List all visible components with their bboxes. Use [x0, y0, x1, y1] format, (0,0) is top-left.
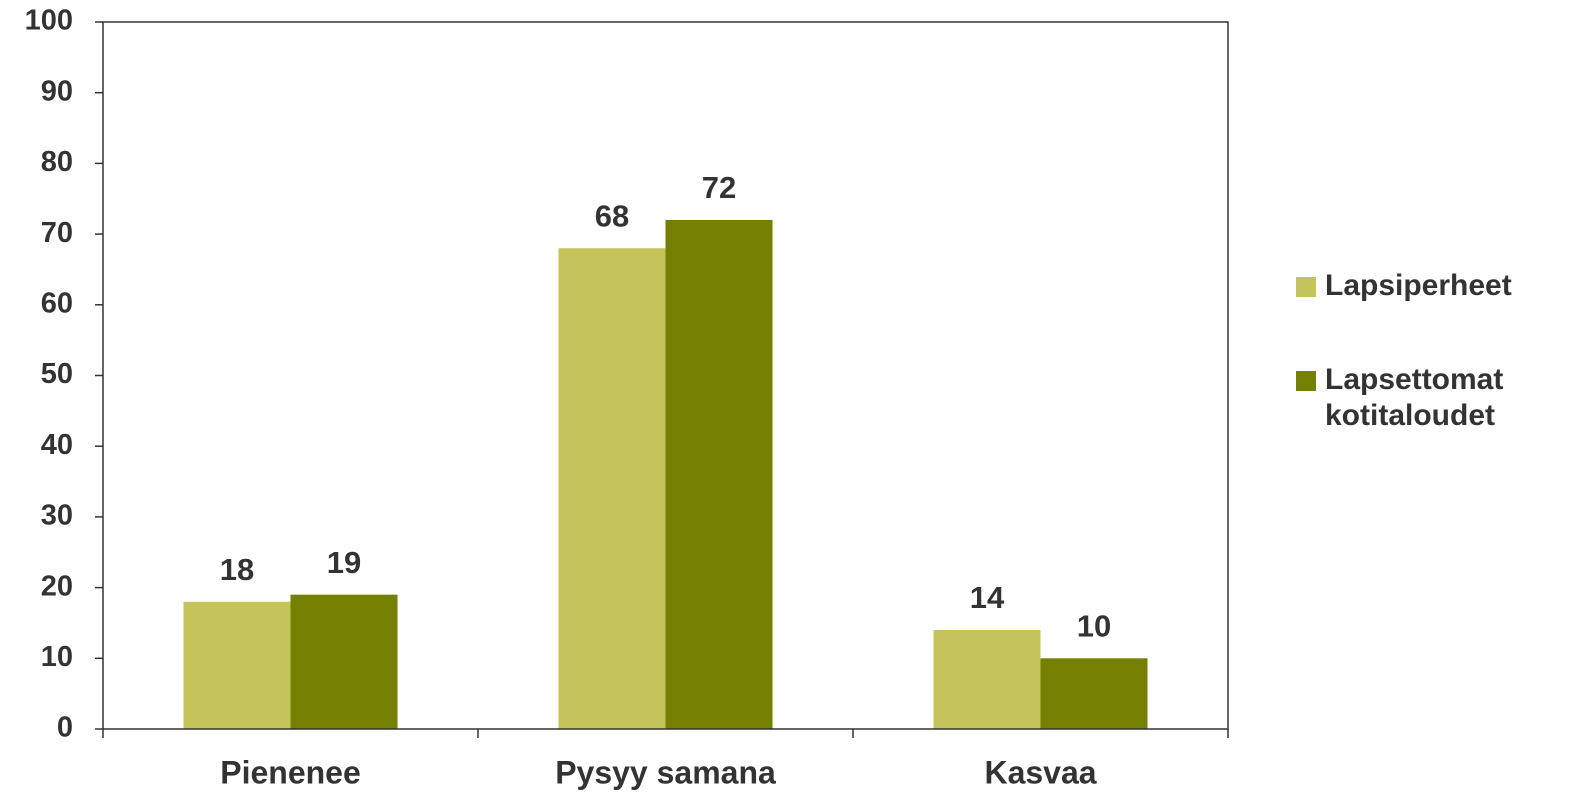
data-label: 72 [702, 170, 736, 205]
data-label: 19 [327, 545, 361, 580]
y-tick-label: 0 [57, 712, 73, 744]
legend-label: Lapsettomat kotitaloudet [1325, 363, 1504, 432]
x-tick-label: Kasvaa [984, 754, 1096, 790]
y-tick-label: 40 [41, 429, 73, 461]
y-tick-label: 60 [41, 287, 73, 319]
bar [665, 219, 773, 729]
bar [558, 248, 666, 730]
bar [183, 601, 291, 729]
data-label: 68 [595, 198, 629, 233]
legend: Lapsiperheet Lapsettomat kotitaloudet [1296, 268, 1546, 492]
y-tick-label: 10 [41, 641, 73, 673]
legend-item: Lapsiperheet [1296, 268, 1546, 304]
bar [1040, 658, 1148, 729]
y-tick-label: 70 [41, 217, 73, 249]
legend-swatch [1296, 371, 1316, 391]
legend-swatch [1296, 277, 1316, 297]
y-tick-label: 30 [41, 500, 73, 532]
x-tick-label: Pienenee [220, 754, 361, 790]
y-tick-label: 90 [41, 75, 73, 107]
bar [290, 594, 398, 729]
plot-frame [102, 21, 1229, 730]
legend-label: Lapsiperheet [1325, 269, 1512, 302]
data-label: 18 [220, 552, 254, 587]
data-label: 10 [1077, 608, 1111, 643]
y-tick-label: 80 [41, 146, 73, 178]
y-tick-label: 50 [41, 358, 73, 390]
y-tick-label: 20 [41, 570, 73, 602]
bar [933, 630, 1041, 729]
data-label: 14 [970, 580, 1005, 615]
y-tick-label: 100 [25, 5, 73, 37]
legend-item: Lapsettomat kotitaloudet [1296, 362, 1546, 434]
x-tick-label: Pysyy samana [555, 754, 776, 790]
